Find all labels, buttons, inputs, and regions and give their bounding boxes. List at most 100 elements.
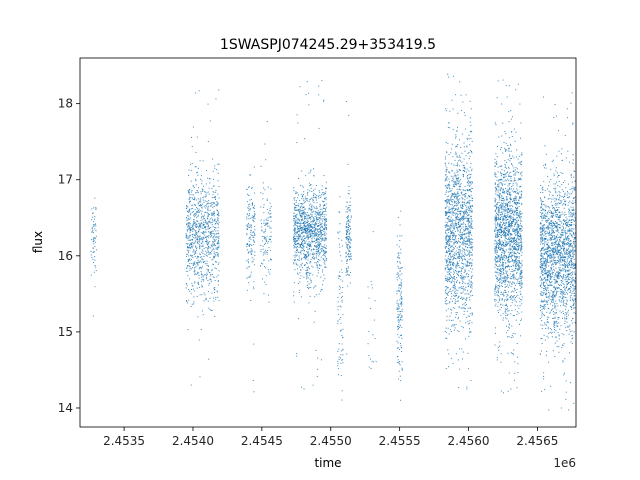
data-point xyxy=(197,264,199,266)
data-point xyxy=(515,241,517,243)
data-point xyxy=(447,238,449,240)
data-point xyxy=(459,271,461,273)
data-point xyxy=(496,179,498,181)
data-point xyxy=(294,243,296,245)
data-point xyxy=(401,299,403,301)
data-point xyxy=(246,244,248,246)
data-point xyxy=(305,226,307,228)
data-point xyxy=(470,247,472,249)
data-point xyxy=(197,316,199,318)
data-point xyxy=(195,226,197,228)
data-point xyxy=(446,246,448,248)
data-point xyxy=(495,257,497,259)
data-point xyxy=(450,261,452,263)
data-point xyxy=(511,131,513,133)
data-point xyxy=(205,254,207,256)
data-point xyxy=(445,178,447,180)
data-point xyxy=(216,232,218,234)
data-point xyxy=(311,257,313,259)
data-point xyxy=(471,322,473,324)
data-point xyxy=(446,229,448,231)
data-point xyxy=(312,254,314,256)
data-point xyxy=(452,219,454,221)
data-point xyxy=(195,226,197,228)
data-point xyxy=(204,211,206,213)
data-point xyxy=(470,183,472,185)
data-point xyxy=(306,272,308,274)
data-point xyxy=(516,206,518,208)
data-point xyxy=(504,283,506,285)
data-point xyxy=(456,277,458,279)
data-point xyxy=(314,248,316,250)
data-point xyxy=(468,209,470,211)
data-point xyxy=(308,242,310,244)
data-point xyxy=(447,126,449,128)
data-point xyxy=(92,231,94,233)
data-point xyxy=(303,215,305,217)
data-point xyxy=(196,262,198,264)
data-point xyxy=(293,203,295,205)
data-point xyxy=(467,307,469,309)
data-point xyxy=(303,221,305,223)
data-point xyxy=(193,194,195,196)
data-point xyxy=(444,258,446,260)
data-point xyxy=(206,203,208,205)
data-point xyxy=(450,357,452,359)
data-point xyxy=(465,322,467,324)
data-point xyxy=(511,225,513,227)
data-point xyxy=(302,223,304,225)
data-point xyxy=(340,317,342,319)
data-point xyxy=(191,245,193,247)
data-point xyxy=(449,261,451,263)
data-point xyxy=(337,363,339,364)
data-point xyxy=(514,169,516,171)
data-point xyxy=(470,275,472,277)
data-point xyxy=(192,207,194,209)
data-point xyxy=(496,160,498,162)
data-point xyxy=(463,112,465,114)
data-point xyxy=(451,195,453,197)
data-point xyxy=(462,247,464,249)
data-point xyxy=(303,248,305,250)
data-point xyxy=(447,274,449,276)
data-point xyxy=(304,258,306,260)
data-point xyxy=(194,268,196,270)
data-point xyxy=(304,264,306,266)
data-point xyxy=(512,228,514,230)
data-point xyxy=(496,219,498,221)
data-point xyxy=(190,180,192,182)
data-point xyxy=(511,251,513,253)
data-point xyxy=(372,361,374,363)
data-point xyxy=(465,298,467,300)
data-point xyxy=(371,287,373,289)
data-point xyxy=(497,246,499,248)
data-point xyxy=(95,209,97,211)
data-point xyxy=(506,203,508,205)
data-point xyxy=(196,249,198,251)
data-point xyxy=(458,255,460,257)
data-point xyxy=(506,238,508,240)
data-point xyxy=(302,227,304,229)
data-point xyxy=(311,213,313,215)
data-point xyxy=(496,185,498,187)
data-point xyxy=(95,235,97,237)
data-point xyxy=(456,192,458,194)
data-point xyxy=(192,237,194,239)
data-point xyxy=(217,255,219,257)
data-point xyxy=(196,225,198,227)
data-point xyxy=(496,265,498,267)
data-point xyxy=(93,207,95,209)
data-point xyxy=(501,227,503,229)
data-point xyxy=(321,248,323,250)
data-point xyxy=(215,203,217,205)
data-point xyxy=(456,177,458,179)
data-point xyxy=(202,238,204,240)
data-point xyxy=(317,245,319,247)
data-point xyxy=(451,263,453,265)
data-point xyxy=(450,225,452,227)
data-point xyxy=(320,235,322,237)
data-point xyxy=(466,212,468,214)
data-point xyxy=(452,211,454,213)
data-point xyxy=(204,235,206,237)
data-point xyxy=(324,218,326,220)
